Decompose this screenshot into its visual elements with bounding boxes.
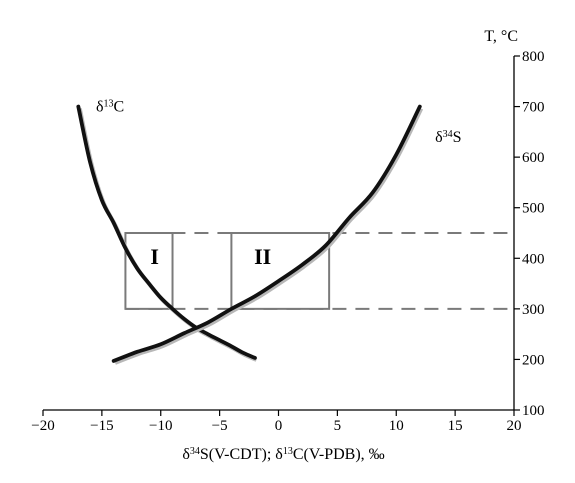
curves xyxy=(76,104,424,365)
y-axis-title: T, °C xyxy=(484,28,518,45)
x-tick-label: −15 xyxy=(90,418,113,434)
curve-delta34s xyxy=(111,104,422,363)
x-tick-label: 5 xyxy=(334,418,342,434)
x-axis-ticks: −20 −15 −10 −5 0 5 10 15 20 xyxy=(31,410,522,434)
x-tick-label: 0 xyxy=(275,418,283,434)
region-box-2 xyxy=(230,232,331,310)
y-tick-label: 200 xyxy=(522,352,545,368)
x-tick-label: 20 xyxy=(507,418,522,434)
y-tick-label: 100 xyxy=(522,403,545,419)
x-axis-title: δ34S(V-CDT); δ13C(V-PDB), ‰ xyxy=(182,446,384,464)
y-tick-label: 400 xyxy=(522,251,545,267)
x-tick-label: 10 xyxy=(389,418,404,434)
curve-label: δ13C xyxy=(96,98,124,116)
y-tick-label: 800 xyxy=(522,49,545,65)
curve-label: δ34S xyxy=(435,128,461,146)
y-tick-label: 600 xyxy=(522,150,545,166)
x-tick-label: −10 xyxy=(149,418,172,434)
curve-shadow xyxy=(114,107,424,365)
x-tick-label: −5 xyxy=(212,418,228,434)
y-tick-label: 500 xyxy=(522,201,545,217)
y-axis-ticks: 100 200 300 400 500 600 700 800 xyxy=(514,49,545,419)
y-tick-label: 300 xyxy=(522,302,545,318)
region-label: II xyxy=(254,244,271,269)
region-boxes xyxy=(124,232,331,310)
region-label: I xyxy=(150,244,159,269)
y-tick-label: 700 xyxy=(522,100,545,116)
x-tick-label: −20 xyxy=(31,418,54,434)
x-tick-label: 15 xyxy=(448,418,463,434)
region-box-1 xyxy=(124,232,174,310)
curve-delta13c xyxy=(76,104,257,360)
